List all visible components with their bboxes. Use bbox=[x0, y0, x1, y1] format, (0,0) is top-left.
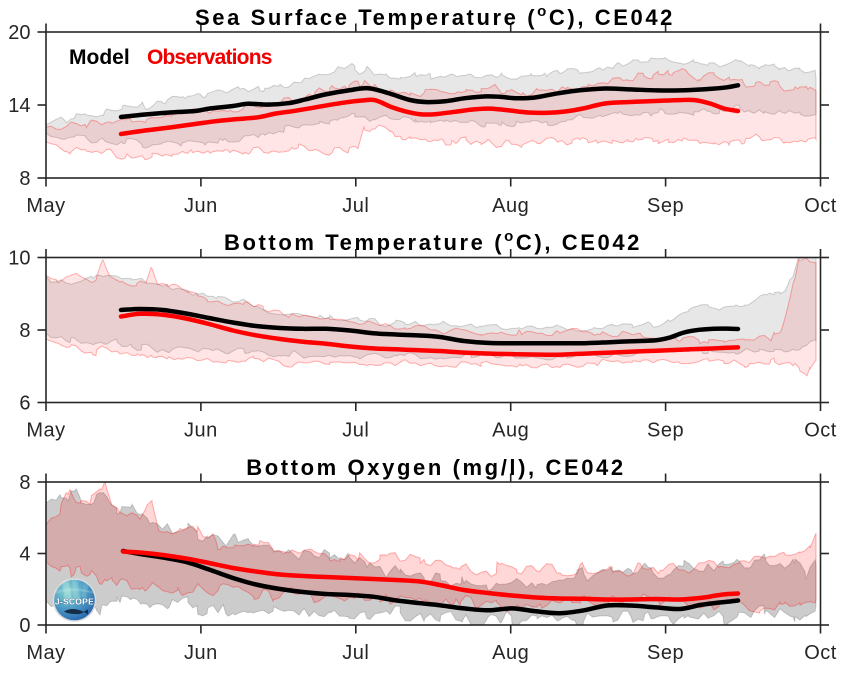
svg-text:Aug: Aug bbox=[492, 642, 529, 664]
svg-text:14: 14 bbox=[8, 95, 30, 117]
svg-text:J-SCOPE: J-SCOPE bbox=[55, 597, 94, 607]
svg-text:Sep: Sep bbox=[647, 420, 684, 442]
svg-text:6: 6 bbox=[19, 393, 30, 415]
svg-text:Oct: Oct bbox=[804, 642, 837, 664]
svg-text:4: 4 bbox=[19, 544, 30, 566]
svg-text:8: 8 bbox=[19, 168, 30, 190]
svg-text:May: May bbox=[26, 420, 65, 442]
svg-text:Model: Model bbox=[69, 46, 130, 69]
svg-text:Sea Surface Temperature (oC),: Sea Surface Temperature (oC), CE042 bbox=[195, 3, 675, 30]
svg-text:20: 20 bbox=[8, 22, 30, 44]
svg-text:Jul: Jul bbox=[342, 195, 369, 217]
svg-text:Observations: Observations bbox=[147, 46, 272, 69]
svg-text:Bottom Oxygen (mg/l), CE042: Bottom Oxygen (mg/l), CE042 bbox=[246, 455, 625, 480]
svg-text:8: 8 bbox=[19, 472, 30, 494]
svg-text:May: May bbox=[26, 195, 65, 217]
svg-text:Aug: Aug bbox=[492, 420, 529, 442]
svg-text:10: 10 bbox=[8, 248, 30, 270]
svg-text:Sep: Sep bbox=[647, 195, 684, 217]
svg-text:Jul: Jul bbox=[342, 642, 369, 664]
svg-text:Jun: Jun bbox=[184, 642, 218, 664]
svg-text:Jul: Jul bbox=[342, 420, 369, 442]
svg-text:8: 8 bbox=[19, 320, 30, 342]
svg-text:Sep: Sep bbox=[647, 642, 684, 664]
svg-text:May: May bbox=[26, 642, 65, 664]
svg-text:Jun: Jun bbox=[184, 195, 218, 217]
svg-text:Oct: Oct bbox=[804, 195, 837, 217]
svg-text:Oct: Oct bbox=[804, 420, 837, 442]
svg-text:Bottom Temperature (oC), CE042: Bottom Temperature (oC), CE042 bbox=[224, 228, 642, 255]
svg-text:0: 0 bbox=[19, 615, 30, 637]
svg-text:Aug: Aug bbox=[492, 195, 529, 217]
svg-text:Jun: Jun bbox=[184, 420, 218, 442]
